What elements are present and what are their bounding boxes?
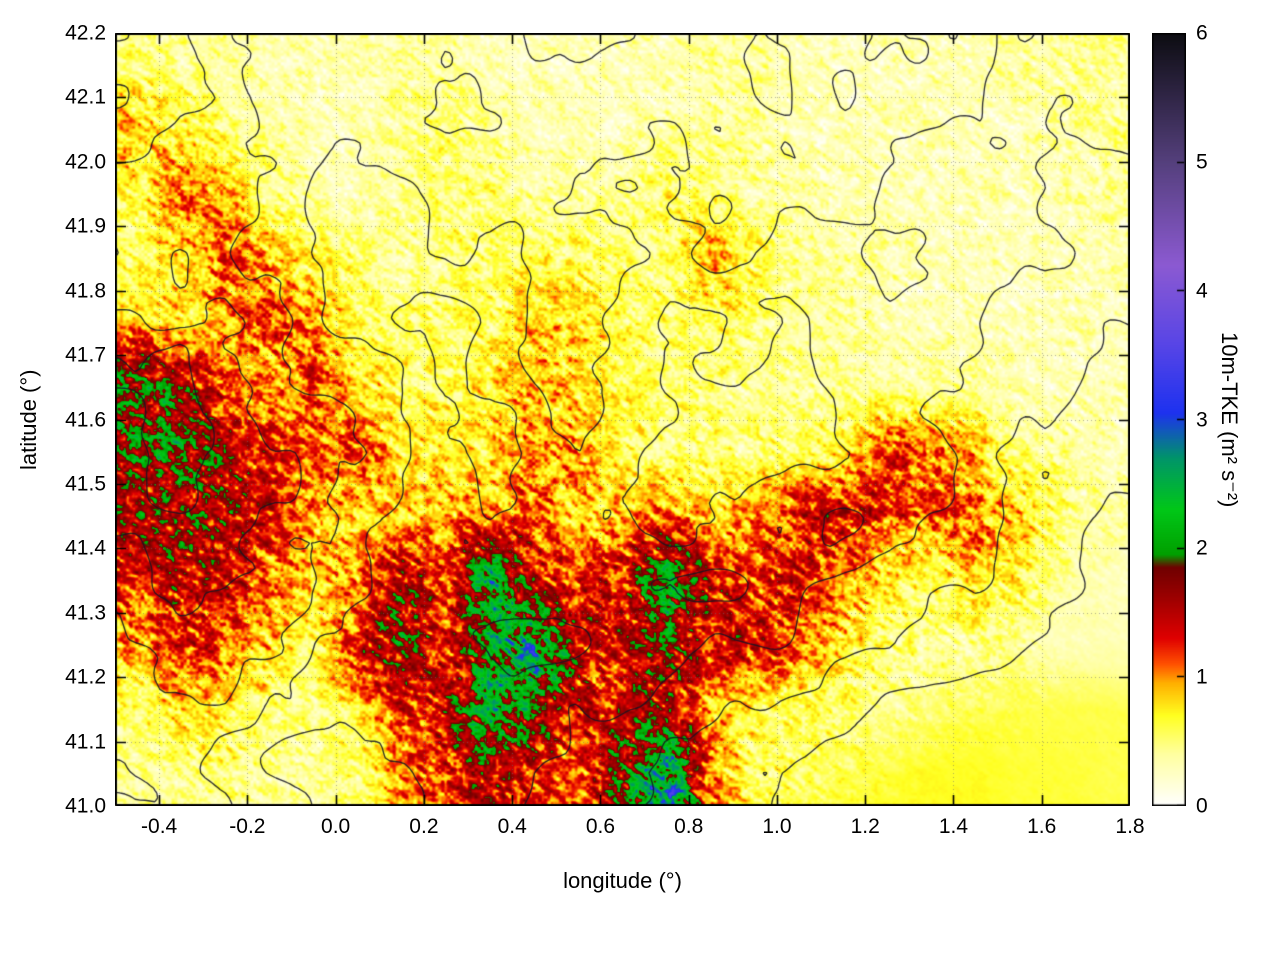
colorbar-tick-label: 4: [1196, 279, 1208, 303]
x-tick-label: 0.0: [321, 815, 351, 838]
x-tick-label: 1.0: [762, 815, 792, 838]
y-tick-label: 42.2: [65, 21, 106, 45]
colorbar-tick-label: 1: [1196, 665, 1208, 689]
x-tick-label: 1.2: [850, 815, 880, 838]
x-tick-label: -0.4: [141, 815, 178, 838]
x-tick-label: 0.4: [497, 815, 527, 838]
y-tick-label: 41.9: [65, 214, 106, 238]
colorbar-tick-label: 5: [1196, 150, 1208, 174]
x-tick-label: 1.4: [938, 815, 969, 838]
y-tick-label: 41.0: [65, 794, 106, 818]
x-tick-label: 0.2: [409, 815, 439, 838]
colorbar-tick-label: 6: [1196, 21, 1208, 45]
colorbar-tick-label: 2: [1196, 536, 1208, 560]
y-tick-label: 41.2: [65, 665, 106, 689]
y-tick-label: 41.5: [65, 472, 106, 496]
y-tick-label: 42.1: [65, 85, 106, 109]
y-tick-label: 41.6: [65, 408, 106, 431]
y-tick-label: 42.0: [65, 150, 106, 174]
colorbar-canvas: [1152, 33, 1186, 806]
x-tick-label: 1.8: [1115, 815, 1145, 838]
y-tick-label: 41.8: [65, 279, 106, 303]
x-tick-label: 1.6: [1027, 815, 1057, 838]
y-tick-label: 41.1: [65, 730, 106, 754]
colorbar-tick-label: 0: [1196, 794, 1208, 818]
heatmap-canvas: [115, 33, 1130, 806]
colorbar-label: 10m-TKE (m² s⁻²): [1217, 331, 1242, 508]
x-tick-label: 0.8: [674, 815, 704, 838]
y-tick-label: 41.4: [65, 536, 106, 560]
colorbar-tick-label: 3: [1196, 408, 1208, 431]
x-axis-label: longitude (°): [563, 868, 682, 893]
x-tick-label: 0.6: [585, 815, 616, 838]
x-tick-label: -0.2: [229, 815, 266, 838]
y-tick-label: 41.7: [65, 343, 106, 367]
y-tick-label: 41.3: [65, 601, 106, 625]
